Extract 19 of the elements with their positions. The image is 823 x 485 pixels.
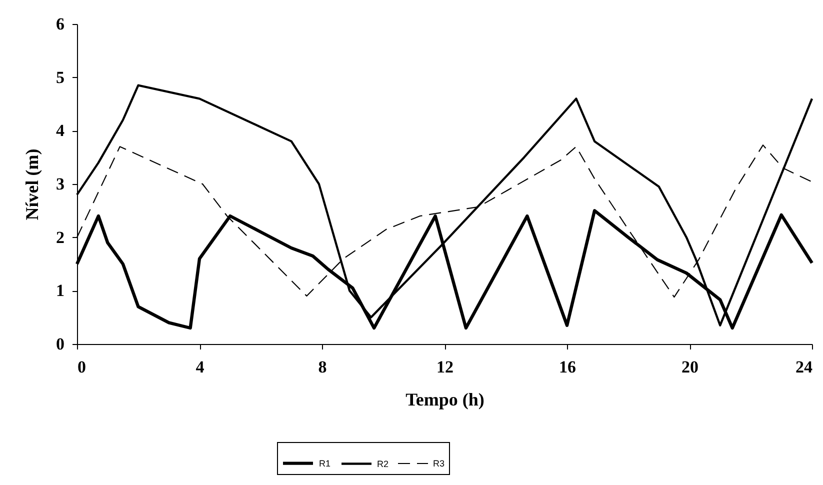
x-tick-label: 20 — [682, 358, 698, 376]
x-tick-label: 4 — [196, 358, 205, 376]
legend-label: R3 — [433, 458, 445, 468]
y-axis-title: Nível (m) — [22, 148, 42, 220]
y-tick-label: 2 — [56, 228, 64, 247]
y-tick-label: 4 — [56, 121, 65, 140]
x-tick-label: 8 — [318, 358, 327, 376]
legend-label: R1 — [319, 458, 331, 468]
x-axis-title: Tempo (h) — [406, 390, 484, 410]
x-tick-label: 12 — [436, 358, 454, 376]
y-tick-label: 3 — [56, 174, 64, 194]
legend-label: R2 — [377, 458, 389, 469]
y-tick-label: 6 — [56, 14, 64, 34]
y-tick-label: 0 — [56, 334, 64, 354]
x-tick-label: 16 — [559, 358, 576, 376]
x-tick-label: 0 — [78, 358, 86, 376]
y-tick-label: 5 — [56, 68, 64, 87]
y-tick-label: 1 — [56, 281, 64, 300]
x-tick-label: 24 — [796, 358, 813, 376]
